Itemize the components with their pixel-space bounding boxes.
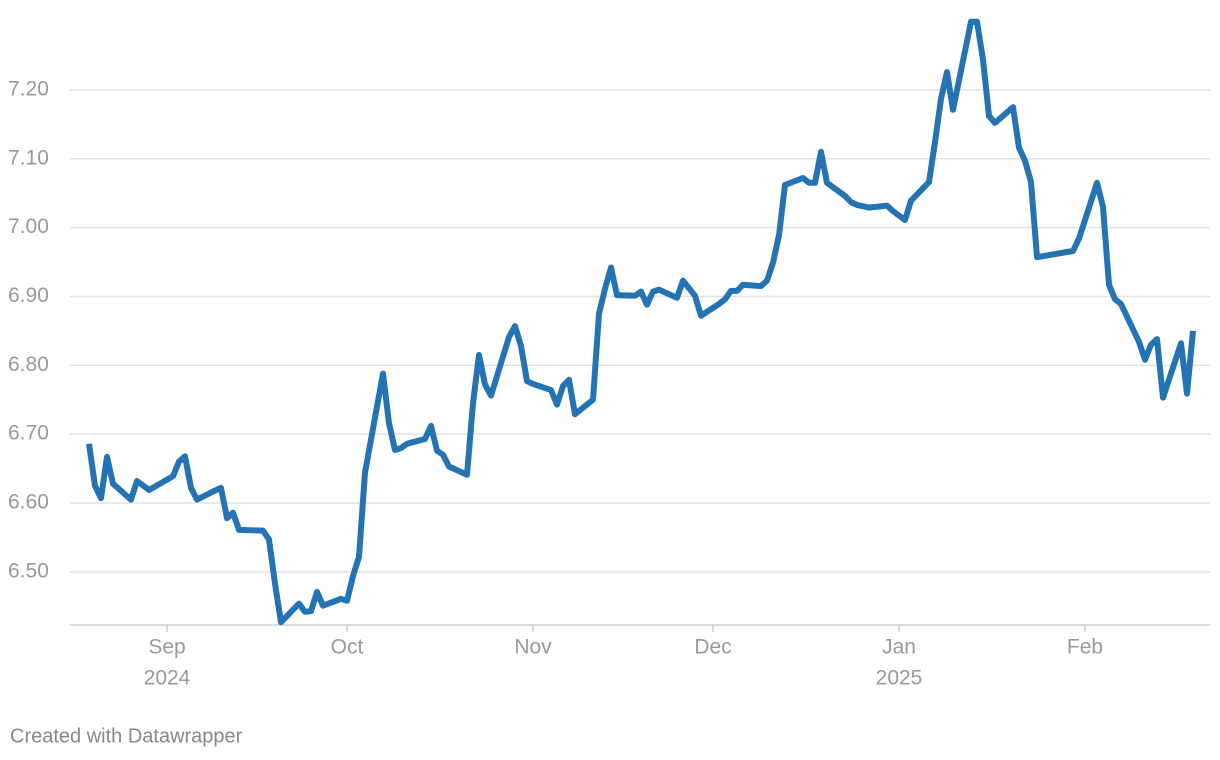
x-tick-label: Oct [331, 636, 364, 659]
y-tick-label: 7.00 [8, 215, 49, 238]
y-tick-label: 6.70 [8, 422, 49, 445]
y-tick-label: 6.80 [8, 353, 49, 376]
y-tick-label: 7.10 [8, 146, 49, 169]
y-tick-label: 7.20 [8, 77, 49, 100]
x-tick-label: Dec [694, 636, 731, 659]
x-year-label: 2024 [144, 667, 191, 690]
y-tick-label: 6.60 [8, 491, 49, 514]
x-tick-label: Nov [514, 636, 552, 659]
x-year-label: 2025 [876, 667, 923, 690]
y-tick-label: 6.90 [8, 284, 49, 307]
x-tick-label: Feb [1067, 636, 1103, 659]
y-tick-label: 6.50 [8, 559, 49, 582]
x-tick-label: Sep [148, 636, 185, 659]
x-tick-label: Jan [882, 636, 916, 659]
footer: Created with Datawrapper [10, 725, 243, 747]
line [86, 18, 1196, 626]
